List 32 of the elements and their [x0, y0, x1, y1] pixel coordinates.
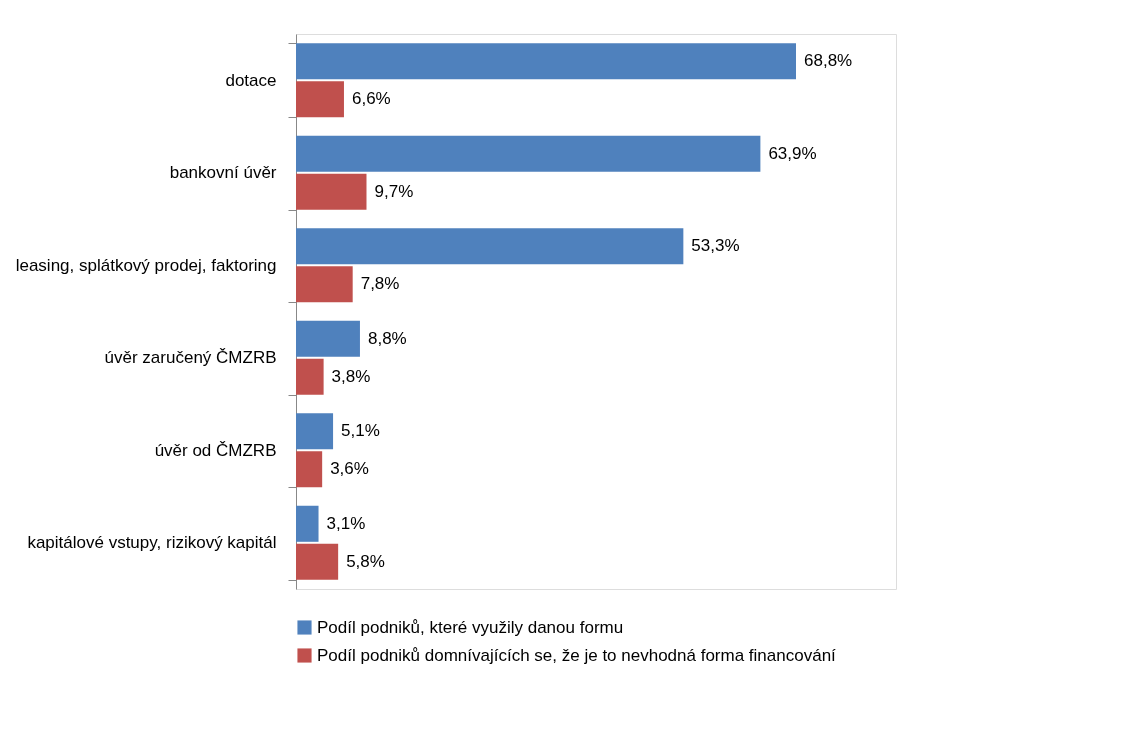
bar [296, 451, 323, 488]
bar [296, 413, 334, 450]
y-tick-label: leasing, splátkový prodej, faktoring [15, 255, 277, 275]
bar [296, 228, 684, 265]
y-tick-label: bankovní úvěr [169, 163, 277, 183]
data-label: 53,3% [691, 236, 740, 256]
data-label: 68,8% [804, 51, 853, 71]
bar [296, 266, 353, 303]
y-tick-label: kapitálové vstupy, rizikový kapitál [27, 533, 277, 553]
bar [296, 81, 344, 118]
data-label: 6,6% [351, 89, 391, 109]
legend-label: Podíl podniků domnívajících se, že je to nevhodná forma financování [317, 645, 837, 665]
data-label: 8,8% [367, 328, 407, 348]
data-label: 3,1% [326, 513, 366, 533]
data-label: 63,9% [768, 143, 817, 163]
data-label: 7,8% [360, 274, 400, 294]
y-tick-label: úvěr od ČMZRB [154, 440, 277, 460]
bar [296, 43, 796, 80]
bar [296, 320, 360, 357]
data-label: 9,7% [374, 181, 414, 201]
bar [296, 543, 339, 580]
y-tick-label: dotace [225, 70, 277, 90]
legend-label: Podíl podniků, které využily danou formu [317, 617, 624, 637]
data-label: 3,6% [330, 459, 369, 479]
data-label: 5,8% [346, 551, 385, 571]
data-label: 3,8% [331, 366, 371, 386]
bar [296, 505, 319, 542]
bar [296, 358, 324, 395]
y-tick-label: úvěr zaručený ČMZRB [104, 348, 277, 368]
bar [296, 173, 367, 210]
data-label: 5,1% [341, 421, 380, 441]
bar [296, 135, 761, 172]
